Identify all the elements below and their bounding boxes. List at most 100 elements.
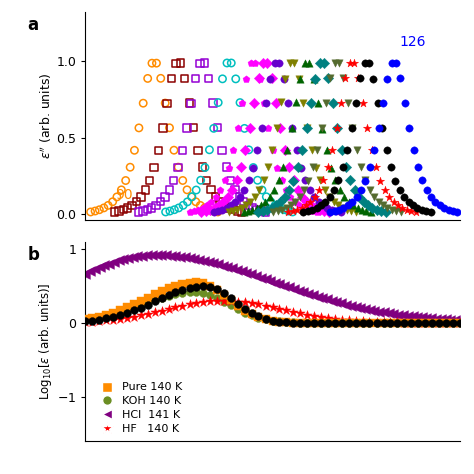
Point (179, 177, 187, 184)
Point (192, 198, 200, 206)
Point (212, 193, 219, 201)
Point (157, 74, 164, 82)
Point (290, 319, 297, 326)
Point (442, 319, 450, 327)
Point (279, 164, 287, 171)
Point (290, 308, 297, 316)
Point (345, 319, 353, 327)
Point (206, 297, 214, 305)
Point (260, 99, 268, 106)
Point (356, 74, 364, 82)
Point (87, 208, 94, 216)
Point (228, 264, 236, 272)
Point (456, 319, 464, 327)
Point (175, 204, 182, 212)
Point (148, 204, 155, 212)
Point (148, 59, 156, 67)
Point (109, 313, 117, 321)
Point (188, 193, 196, 201)
Point (319, 201, 327, 209)
Point (283, 318, 290, 326)
Point (352, 319, 360, 327)
Point (356, 193, 363, 201)
Point (244, 207, 252, 215)
Point (228, 59, 235, 67)
Point (412, 208, 419, 216)
Point (256, 75, 264, 82)
Point (310, 75, 318, 83)
Point (179, 280, 186, 288)
Point (382, 208, 389, 216)
Point (296, 193, 303, 201)
Point (248, 300, 255, 307)
Point (109, 316, 117, 324)
Point (285, 164, 293, 171)
Point (317, 319, 325, 327)
Point (172, 290, 179, 298)
Point (220, 298, 228, 306)
Point (313, 208, 320, 216)
Point (199, 282, 207, 290)
Point (403, 206, 410, 214)
Point (262, 315, 269, 323)
Point (227, 177, 235, 184)
Point (275, 59, 283, 67)
Point (206, 292, 214, 299)
Point (320, 59, 328, 67)
Point (234, 206, 241, 213)
Point (423, 186, 430, 193)
Point (241, 305, 249, 313)
Point (281, 282, 288, 290)
Point (290, 177, 297, 184)
Point (91, 265, 99, 273)
Point (307, 198, 314, 206)
Point (428, 319, 436, 327)
Point (373, 206, 381, 213)
Point (326, 193, 333, 201)
Point (238, 99, 246, 106)
Point (428, 315, 435, 322)
Point (401, 193, 408, 201)
Point (278, 206, 286, 214)
Point (317, 201, 325, 209)
Point (96, 264, 103, 271)
Point (172, 59, 180, 67)
Point (245, 201, 252, 209)
Point (272, 100, 280, 107)
Point (344, 99, 352, 107)
Point (388, 59, 395, 67)
Point (333, 124, 341, 131)
Point (179, 289, 186, 297)
Point (179, 146, 186, 154)
Point (282, 186, 290, 194)
Point (195, 256, 203, 264)
Point (133, 198, 140, 206)
Point (181, 254, 189, 261)
Point (144, 299, 151, 306)
Point (144, 301, 151, 309)
Point (130, 307, 138, 314)
Point (357, 164, 365, 171)
Point (127, 164, 134, 171)
Point (262, 99, 270, 106)
Point (414, 319, 422, 327)
Point (366, 186, 374, 193)
Point (383, 75, 391, 82)
Point (131, 146, 138, 154)
Point (165, 292, 173, 300)
Point (308, 206, 316, 213)
Point (297, 319, 304, 327)
Point (212, 193, 219, 201)
Point (370, 146, 378, 154)
Point (288, 124, 295, 132)
Point (270, 186, 278, 194)
Point (297, 310, 304, 317)
Point (338, 319, 346, 327)
Point (241, 309, 249, 317)
Point (151, 296, 158, 304)
Point (456, 319, 464, 327)
Point (248, 310, 255, 317)
Point (393, 319, 401, 327)
Point (219, 75, 226, 82)
Point (113, 193, 121, 201)
